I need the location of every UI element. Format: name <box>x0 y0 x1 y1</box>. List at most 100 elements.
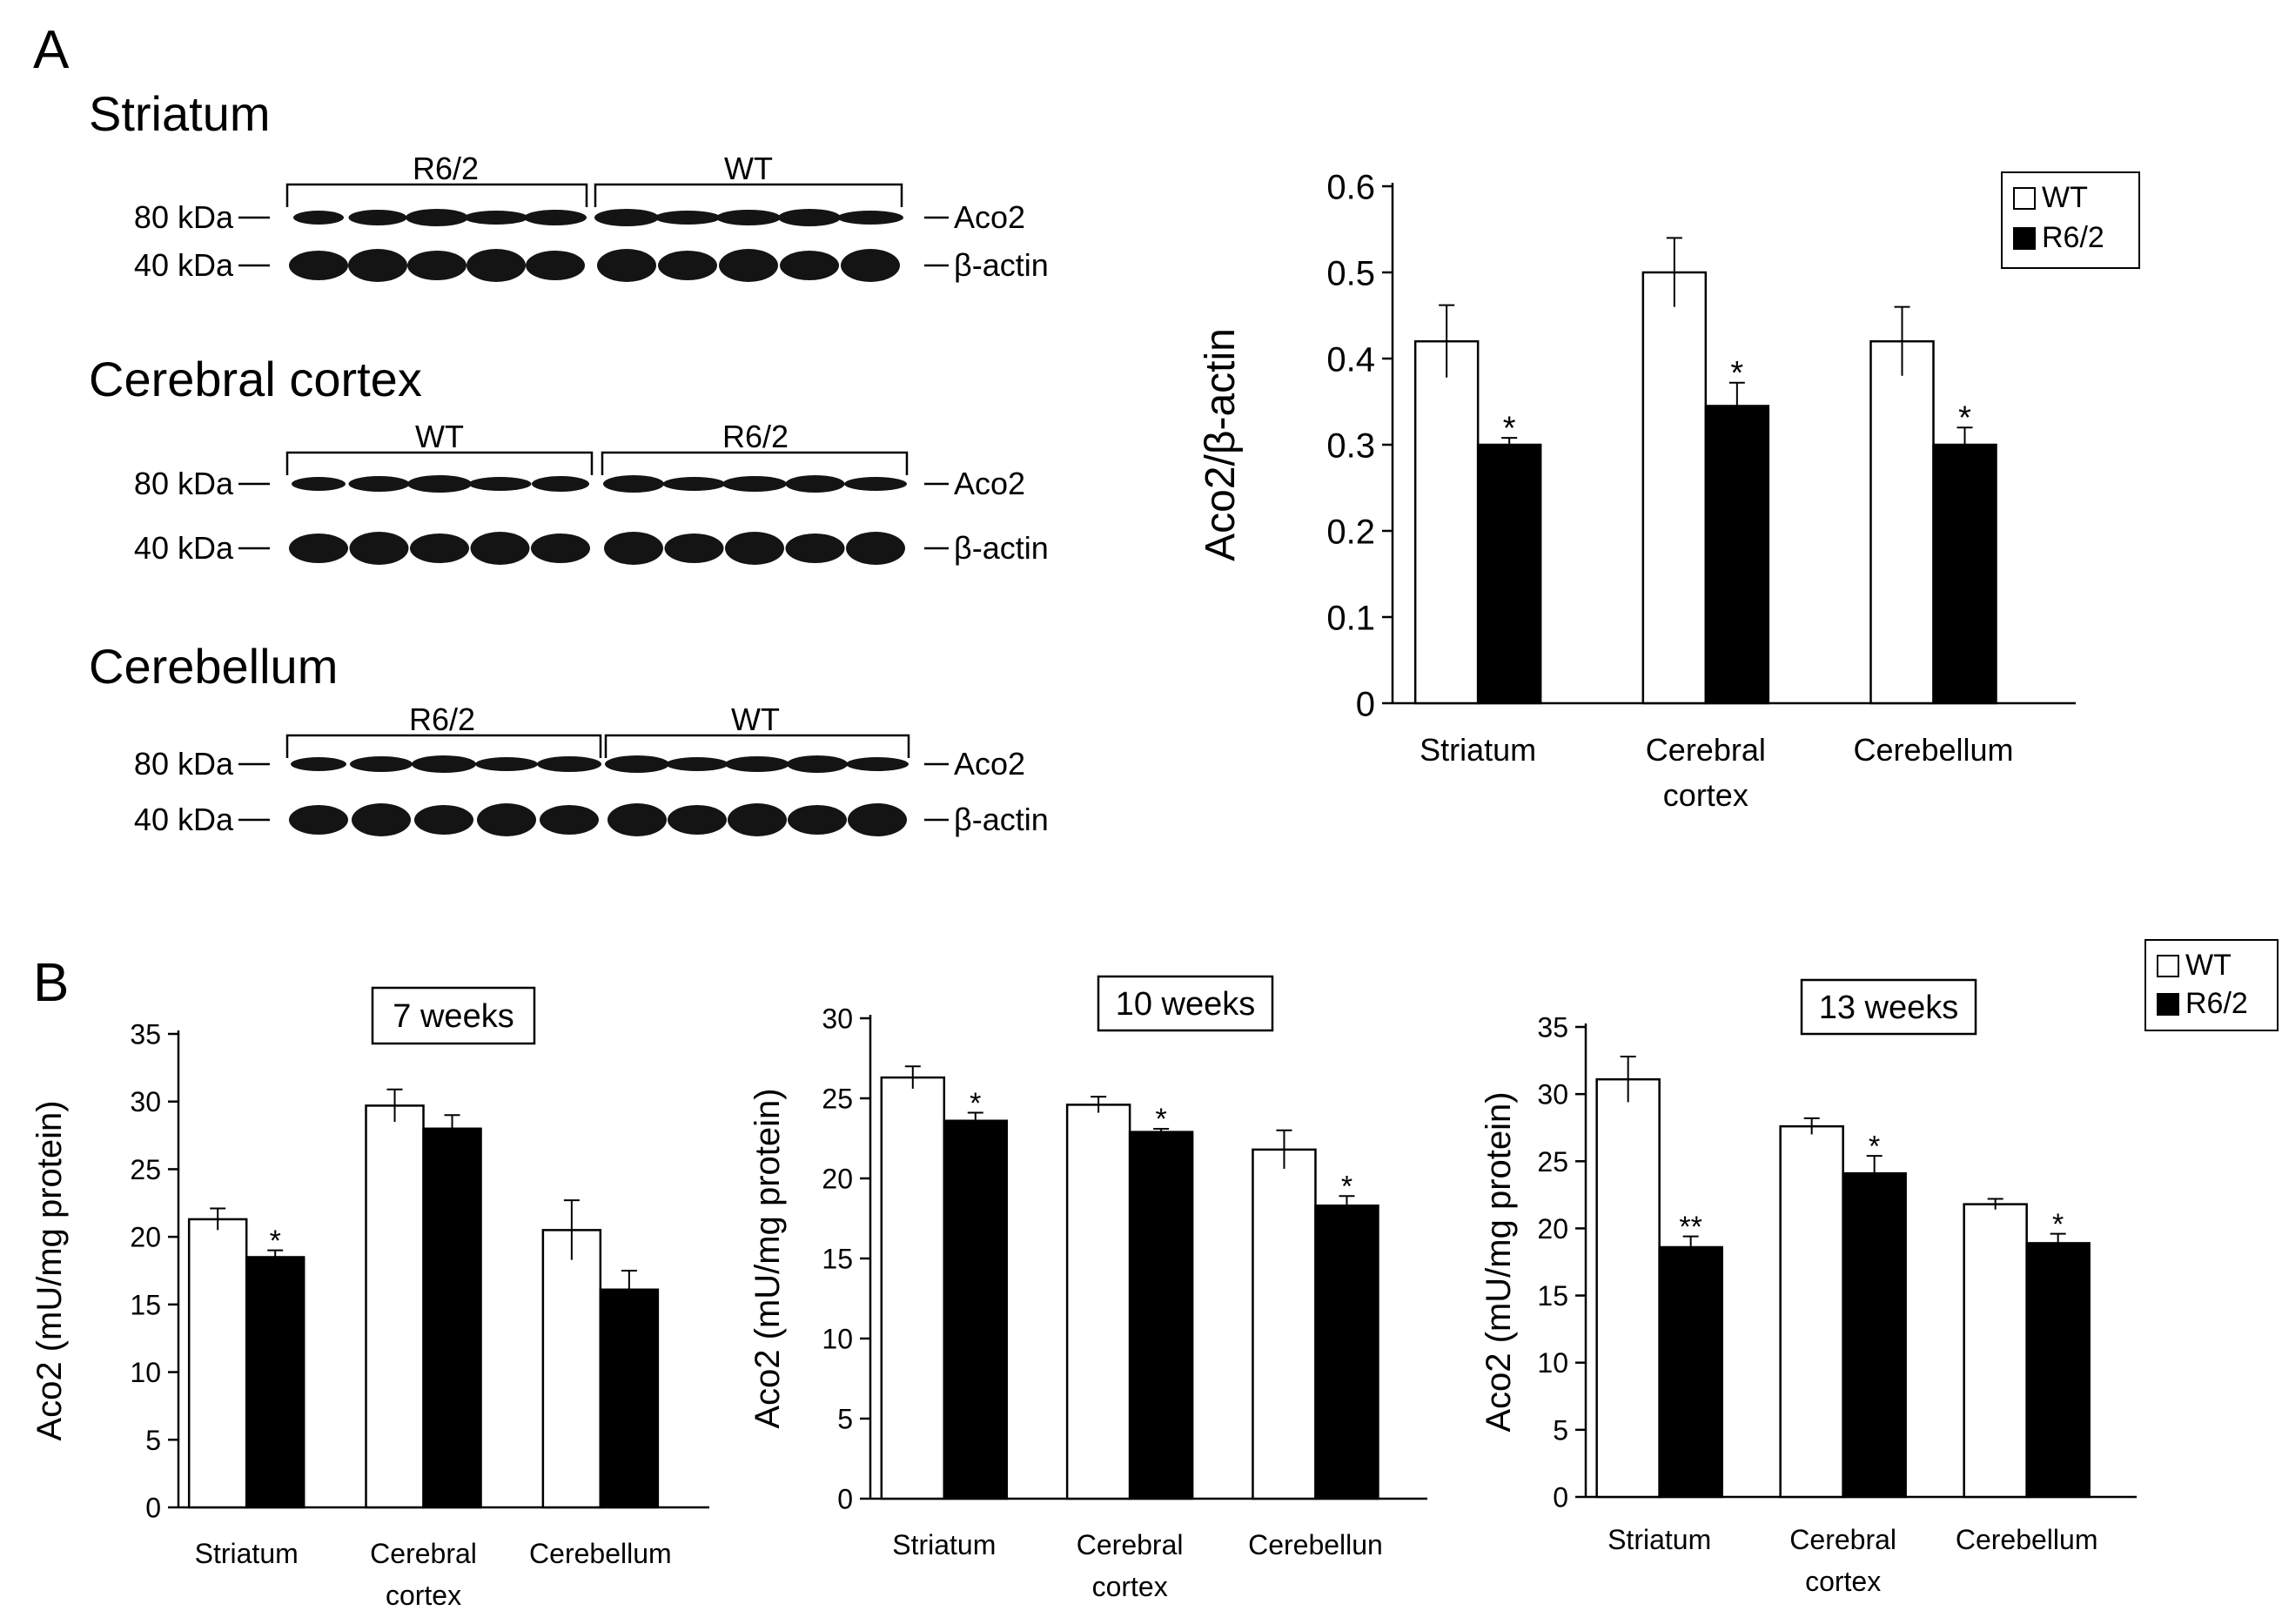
blot-marker-label: 40 kDa <box>134 530 234 566</box>
blot-band-beta-actin <box>470 532 530 565</box>
category-label: Cerebellum <box>1853 732 2013 768</box>
bar-r62 <box>943 1119 1009 1500</box>
y-tick-label: 10 <box>130 1357 161 1388</box>
blot-band-beta-actin <box>780 251 839 280</box>
y-tick-label: 25 <box>130 1154 161 1185</box>
category-label: cortex <box>1092 1571 1168 1602</box>
blot-band-aco2 <box>787 755 848 773</box>
blot-bracket <box>285 451 594 475</box>
y-axis-label: Aco2 (mU/mg protein) <box>1480 1091 1518 1432</box>
bar-wt <box>1413 339 1480 705</box>
y-tick-label: 0.1 <box>1326 599 1375 637</box>
blot-group-label: R6/2 <box>722 419 789 454</box>
bar-r62 <box>1476 443 1542 705</box>
significance-mark: * <box>1730 355 1743 392</box>
blot-group-label: R6/2 <box>413 151 479 186</box>
blot-band-aco2 <box>778 209 841 226</box>
category-label: Cerebral <box>1077 1529 1184 1560</box>
y-tick-label: 10 <box>1537 1347 1568 1379</box>
y-tick-label: 0 <box>1356 685 1375 723</box>
blot-band-aco2 <box>722 476 787 492</box>
y-axis-label: Aco2 (mU/mg protein) <box>30 1100 69 1440</box>
blot-band-beta-actin <box>410 534 469 563</box>
y-tick-label: 25 <box>1537 1146 1568 1178</box>
legend-swatch-r62 <box>2013 227 2036 250</box>
chart-title-box <box>1097 975 1274 1032</box>
blot-protein-label: Aco2 <box>954 466 1025 501</box>
blot-band-aco2 <box>293 211 344 225</box>
blot-band-aco2 <box>725 756 789 772</box>
blot-band-beta-actin <box>289 805 348 835</box>
bar-wt <box>1641 271 1708 705</box>
blot-band-aco2 <box>844 477 907 491</box>
significance-mark: * <box>1341 1170 1352 1203</box>
blot-bracket <box>285 183 588 207</box>
blot-band-beta-actin <box>597 249 656 282</box>
blot-band-beta-actin <box>289 534 348 563</box>
blot-band-beta-actin <box>841 249 900 282</box>
legend-label: R6/2 <box>2185 987 2248 1020</box>
chart-b-7-weeks: 0 5 10 15 20 25 30 35 Aco2 (mU/mg protein) * Stria… <box>30 986 709 1611</box>
legend-label: WT <box>2185 949 2232 982</box>
category-label: Cerebellun <box>1248 1529 1383 1560</box>
bar-wt <box>1065 1104 1131 1500</box>
y-tick-label: 0.2 <box>1326 513 1375 551</box>
chart-a-aco2-beta-actin: 0 0.1 0.2 0.3 0.4 0.5 0.6 Aco2/β-actin * Striatum… <box>1198 168 2140 813</box>
category-label: Cerebral <box>370 1538 477 1569</box>
y-axis-label: Aco2/β-actin <box>1198 328 1244 561</box>
significance-mark: * <box>2052 1208 2064 1241</box>
y-tick-label: 15 <box>1537 1280 1568 1312</box>
bar-r62 <box>1128 1131 1194 1500</box>
blot-1: Cerebral cortex WT R6/2 80 kDa Aco2 40 kDa β-a… <box>89 352 1049 566</box>
chart-title: 10 weeks <box>1116 986 1256 1023</box>
bar-r62 <box>1842 1171 1907 1499</box>
blot-band-beta-actin <box>846 532 905 565</box>
blot-band-aco2 <box>412 755 476 773</box>
blot-marker-label: 80 kDa <box>134 466 234 501</box>
significance-mark: * <box>1958 400 1971 437</box>
bar-r62 <box>245 1256 305 1509</box>
legend-swatch-wt <box>2157 955 2179 977</box>
y-tick-label: 0 <box>145 1493 161 1524</box>
blot-band-beta-actin <box>526 251 585 280</box>
blot-band-aco2 <box>785 475 845 493</box>
blot-band-beta-actin <box>728 803 787 836</box>
bar-wt <box>1779 1124 1844 1499</box>
chart-title: 7 weeks <box>393 998 513 1035</box>
chart-b-10-weeks: 0 5 10 15 20 25 30 Aco2 (mU/mg protein) * Striatu… <box>748 975 1427 1602</box>
significance-mark: * <box>1503 410 1516 446</box>
blot-group-label: WT <box>415 419 464 454</box>
blot-band-beta-actin <box>289 251 348 280</box>
bar-r62 <box>1314 1205 1379 1500</box>
blot-band-beta-actin <box>477 803 536 836</box>
blot-band-aco2 <box>654 211 721 225</box>
bar-wt <box>541 1229 602 1509</box>
blot-band-aco2 <box>603 475 664 493</box>
significance-mark: ** <box>1679 1211 1701 1244</box>
blot-band-aco2 <box>524 210 587 225</box>
y-axis-label: Aco2 (mU/mg protein) <box>748 1088 787 1428</box>
y-tick-label: 30 <box>1537 1079 1568 1111</box>
bar-wt <box>1963 1203 2028 1499</box>
blot-band-beta-actin <box>725 532 784 565</box>
y-tick-label: 35 <box>1537 1012 1568 1044</box>
blot-band-aco2 <box>350 756 413 772</box>
panel-label-b: B <box>33 953 69 1013</box>
category-label: Cerebral <box>1789 1524 1896 1555</box>
blot-title: Striatum <box>89 86 271 141</box>
category-label: Striatum <box>1607 1524 1711 1555</box>
blot-band-aco2 <box>464 211 528 225</box>
y-tick-label: 25 <box>822 1084 853 1115</box>
blot-group-label: WT <box>731 701 780 737</box>
blot-band-beta-actin <box>658 251 717 280</box>
blot-bracket <box>601 451 909 475</box>
bar-wt <box>880 1076 946 1500</box>
bar-r62 <box>422 1127 482 1509</box>
chart-title-box <box>1800 978 1977 1036</box>
category-label: cortex <box>1805 1566 1881 1597</box>
blot-title: Cerebral cortex <box>89 352 422 406</box>
blot-protein-label: β-actin <box>954 530 1049 566</box>
blot-protein-label: Aco2 <box>954 199 1025 235</box>
